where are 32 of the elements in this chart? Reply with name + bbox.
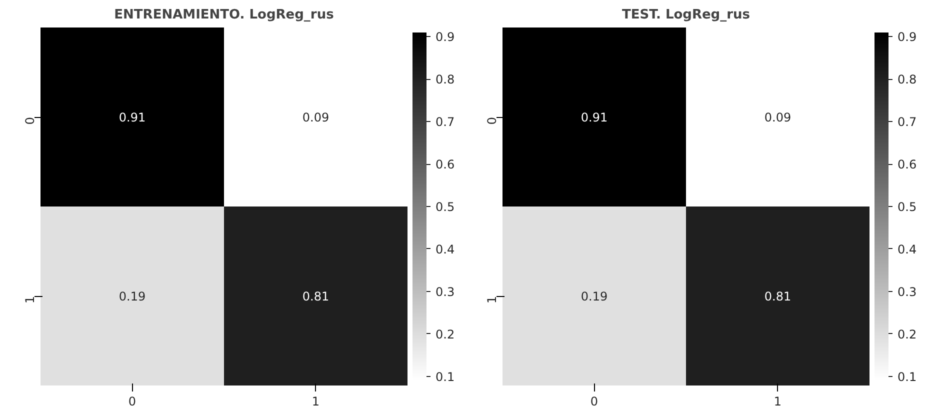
color-bar-label: 0.6 [436,158,455,172]
color-bar-label: 0.1 [436,370,455,384]
color-bar-label: 0.9 [898,30,917,44]
x-tick-label: 1 [312,394,320,408]
data-label: 0.19 [118,290,146,304]
color-bar-label: 0.7 [436,115,455,130]
color-bar-label: 0.2 [436,327,455,342]
data-label: 0.91 [118,110,146,124]
color-bar-label: 0.4 [898,242,917,256]
data-label: 0.19 [580,290,608,304]
color-bar-label: 0.4 [436,242,455,256]
color-bar-label: 0.7 [898,115,917,130]
chart-title: ENTRENAMIENTO. LogReg_rus [114,8,334,22]
x-tick-label: 1 [774,394,782,408]
color-bar-label: 0.3 [898,284,917,299]
color-bar-label: 0.2 [898,327,917,342]
data-label: 0.91 [580,110,608,124]
data-label: 0.09 [302,110,330,124]
color-bar-label: 0.6 [898,158,917,172]
color-bar-label: 0.3 [436,284,455,299]
color-bar-label: 0.9 [436,30,455,44]
x-tick-label: 0 [590,394,598,408]
color-bar-label: 0.8 [436,72,455,87]
data-label: 0.81 [302,290,330,304]
data-label: 0.09 [764,110,792,124]
color-bar-label: 0.1 [898,370,917,384]
data-label: 0.81 [764,290,792,304]
color-bar-label: 0.5 [898,200,917,214]
chart-title: TEST. LogReg_rus [622,8,750,22]
color-bar-label: 0.8 [898,72,917,87]
color-bar-label: 0.5 [436,200,455,214]
x-tick-label: 0 [128,394,136,408]
